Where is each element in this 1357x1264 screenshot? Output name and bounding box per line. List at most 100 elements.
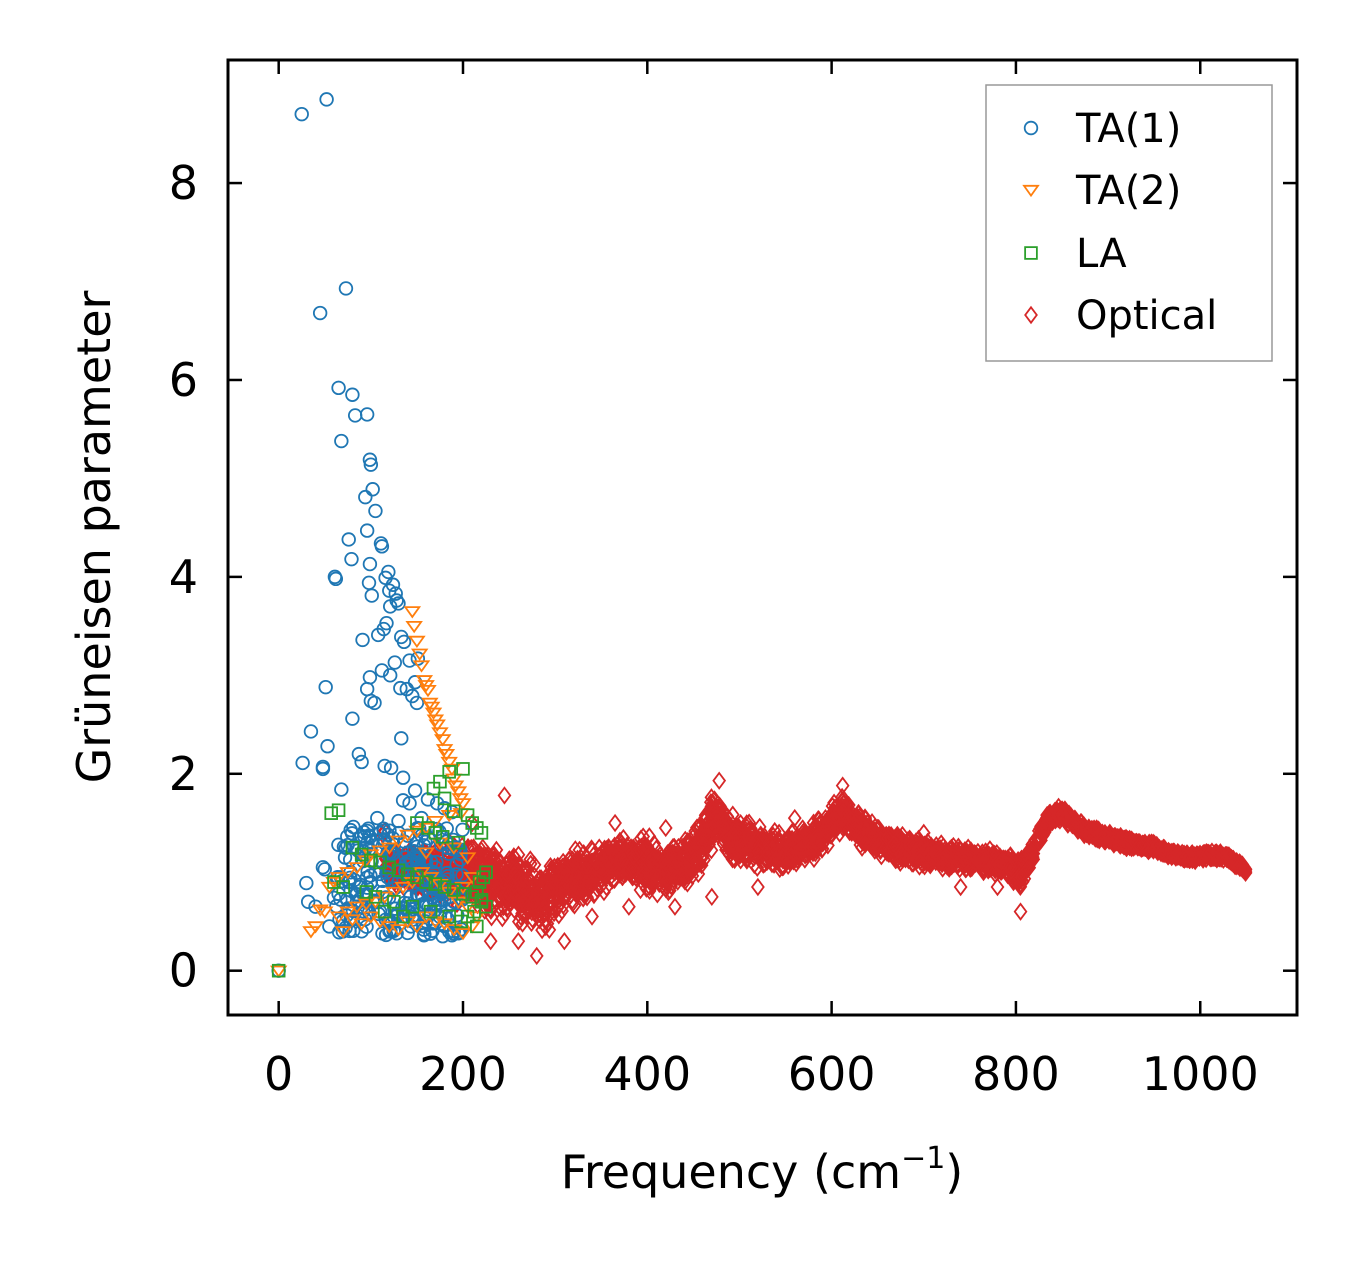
point-optical (594, 849, 609, 869)
point-optical (535, 875, 550, 895)
plot-frame (226, 58, 1299, 1017)
point-ta-2- (463, 872, 481, 885)
point-optical (1012, 869, 1027, 888)
point-ta-2- (458, 852, 477, 865)
point-optical (620, 843, 635, 862)
point-ta-1- (455, 868, 470, 883)
x-axis-label-suffix: ) (945, 1145, 963, 1199)
point-ta-1- (341, 532, 356, 547)
point-optical (784, 846, 798, 866)
point-optical (848, 812, 863, 832)
point-optical (953, 877, 968, 897)
point-optical (520, 899, 535, 918)
legend-markers (1022, 120, 1040, 325)
point-optical (500, 865, 515, 885)
x-tick-label: 0 (264, 1047, 293, 1101)
point-ta-1- (315, 761, 331, 777)
point-la (400, 867, 415, 881)
point-optical (1014, 864, 1029, 883)
y-tick-label: 2 (169, 747, 198, 801)
point-optical (620, 836, 634, 855)
point-ta-1- (345, 387, 360, 402)
point-ta-2- (437, 748, 456, 762)
point-optical (541, 880, 556, 900)
point-optical (1013, 902, 1028, 921)
point-la (465, 816, 479, 830)
point-ta-1- (358, 489, 373, 505)
point-ta-1- (343, 883, 358, 898)
legend-marker-optical (1024, 305, 1038, 325)
x-tick-label: 200 (419, 1047, 507, 1101)
point-ta-1- (377, 758, 392, 774)
point-ta-1- (334, 782, 349, 797)
point-optical (493, 853, 508, 872)
point-ta-1- (362, 452, 378, 467)
point-optical (464, 838, 479, 858)
point-ta-1- (370, 810, 385, 826)
point-ta-1- (382, 583, 397, 598)
point-optical (1026, 850, 1041, 869)
point-la (437, 880, 452, 894)
point-optical (936, 850, 950, 870)
point-optical (682, 862, 697, 881)
point-ta-2- (412, 867, 431, 880)
point-ta-2- (449, 786, 468, 799)
series-la (271, 762, 493, 978)
point-optical (1136, 836, 1151, 855)
point-optical (787, 808, 802, 828)
point-optical (956, 846, 971, 865)
point-optical (1180, 846, 1195, 865)
point-optical (929, 842, 944, 861)
point-ta-1- (395, 770, 411, 785)
point-optical (896, 849, 910, 869)
point-ta-1- (340, 837, 355, 853)
point-optical (585, 874, 600, 893)
point-ta-2- (389, 835, 408, 848)
point-ta-1- (368, 503, 383, 519)
point-optical (826, 809, 841, 829)
point-optical (720, 824, 735, 844)
point-ta-2- (424, 707, 443, 720)
legend-marker-ta-1- (1023, 120, 1039, 136)
point-optical (802, 833, 816, 852)
point-optical (994, 852, 1009, 871)
point-la (470, 885, 484, 899)
point-optical (986, 844, 1001, 863)
point-la (373, 855, 387, 870)
point-optical (519, 878, 533, 897)
point-la (331, 803, 346, 817)
point-optical (489, 893, 504, 912)
point-optical (563, 865, 577, 885)
point-optical (1159, 843, 1174, 862)
point-ta-1- (355, 632, 370, 648)
point-optical (824, 814, 839, 833)
point-optical (666, 837, 680, 857)
point-la (451, 835, 466, 850)
point-ta-1- (362, 556, 378, 572)
point-optical (931, 850, 946, 869)
point-ta-1- (397, 895, 412, 911)
point-ta-1- (382, 599, 398, 614)
point-optical (651, 868, 666, 887)
point-ta-1- (342, 923, 357, 939)
point-optical (621, 897, 636, 916)
point-ta-1- (382, 668, 398, 683)
point-optical (802, 830, 817, 849)
point-ta-2- (431, 727, 449, 740)
point-optical (496, 897, 511, 917)
point-optical (780, 832, 795, 851)
legend-frame (985, 84, 1273, 362)
point-optical (495, 908, 510, 928)
point-optical (1220, 846, 1235, 865)
point-la (428, 826, 443, 840)
point-ta-1- (363, 834, 379, 849)
point-ta-1- (365, 482, 380, 497)
point-optical (990, 877, 1005, 897)
point-optical (826, 803, 841, 823)
point-optical (1188, 847, 1203, 867)
point-ta-1- (393, 680, 408, 696)
legend-label-ta2: TA(2) (1075, 168, 1181, 214)
point-ta-1- (294, 106, 309, 122)
point-la (377, 904, 392, 919)
point-optical (793, 840, 807, 859)
